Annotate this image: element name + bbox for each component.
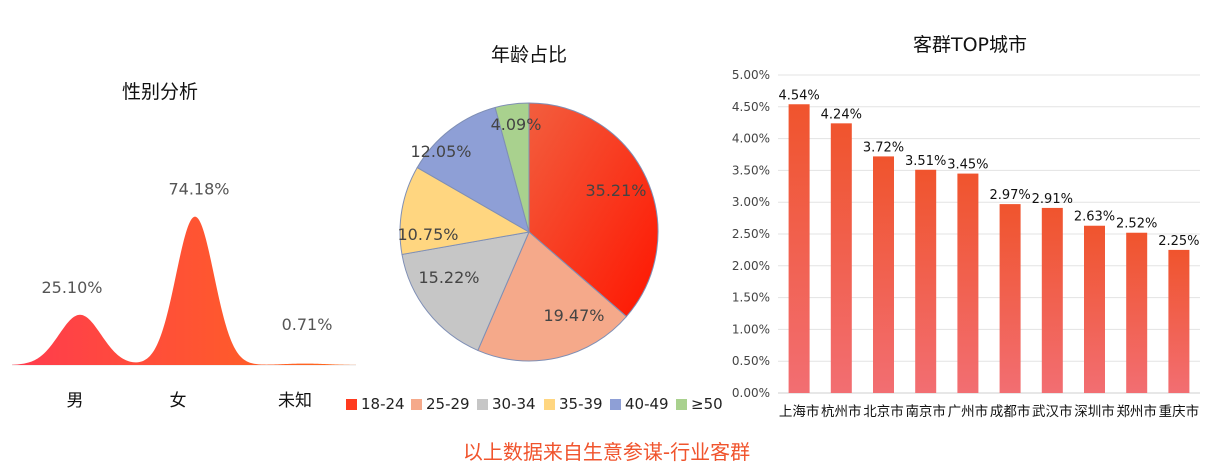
gender-category-label: 男: [67, 391, 84, 411]
city-chart-title: 客群TOP城市: [913, 34, 1027, 56]
gender-value-label: 74.18%: [168, 180, 229, 199]
legend-swatch: [676, 399, 687, 410]
x-tick-label: 南京市: [905, 403, 946, 420]
x-tick-label: 重庆市: [1159, 403, 1200, 420]
bar-value-label: 2.97%: [989, 188, 1030, 203]
pie-slice-30-34: [401, 231, 530, 352]
gender-chart: 性别分析 25.10% 男 74.18% 女 0.71% 未知: [12, 81, 356, 411]
y-tick-label: 4.00%: [732, 132, 770, 146]
pie-slice-label: 4.09%: [491, 115, 542, 134]
bar-郑州市: [1126, 232, 1148, 393]
gender-category-label: 女: [170, 391, 187, 411]
gender-chart-title: 性别分析: [122, 81, 198, 103]
legend-swatch: [610, 399, 621, 410]
legend-label: 40-49: [625, 395, 669, 413]
bar-value-label: 2.25%: [1158, 234, 1199, 249]
bar-value-label: 4.24%: [821, 107, 862, 122]
bar-value-label: 2.52%: [1116, 217, 1157, 232]
legend-label: ≥50: [691, 395, 723, 413]
x-tick-label: 广州市: [948, 403, 989, 420]
pie-slice-label: 35.21%: [585, 181, 646, 200]
legend-swatch: [346, 399, 357, 410]
x-tick-label: 杭州市: [821, 403, 862, 420]
bar-value-label: 3.72%: [863, 140, 904, 155]
x-tick-label: 成都市: [990, 403, 1031, 420]
pie-slice-label: 19.47%: [543, 306, 604, 325]
legend-label: 35-39: [559, 395, 603, 413]
bar-武汉市: [1041, 207, 1063, 393]
pie-slice-≥50: [494, 102, 530, 233]
pie-slice-label: 15.22%: [418, 268, 479, 287]
y-tick-label: 0.00%: [732, 386, 770, 400]
x-tick-label: 北京市: [863, 403, 904, 420]
y-tick-label: 3.50%: [732, 163, 770, 177]
bar-广州市: [957, 173, 979, 393]
legend-swatch: [411, 399, 422, 410]
bar-北京市: [873, 156, 894, 393]
legend-label: 18-24: [361, 395, 405, 413]
bar-重庆市: [1168, 249, 1190, 393]
bar-深圳市: [1084, 225, 1105, 393]
pie-slice-35-39: [399, 166, 531, 256]
bar-value-label: 2.63%: [1074, 210, 1115, 225]
legend-swatch: [477, 399, 488, 410]
x-tick-label: 深圳市: [1074, 403, 1115, 420]
bar-value-label: 3.51%: [905, 154, 946, 169]
y-tick-label: 2.00%: [732, 259, 770, 273]
pie-slice-label: 12.05%: [410, 142, 471, 161]
x-tick-label: 武汉市: [1032, 403, 1073, 420]
bar-杭州市: [830, 123, 852, 393]
gender-value-label: 25.10%: [41, 278, 102, 297]
age-chart: 年龄占比 35.21% 19.47% 15.22% 10.75% 12.05% 4.09%…: [346, 44, 723, 413]
legend-label: 30-34: [492, 395, 536, 413]
y-tick-label: 3.00%: [732, 195, 770, 209]
y-tick-label: 2.50%: [732, 227, 770, 241]
pie-slice-40-49: [416, 106, 530, 234]
age-chart-title: 年龄占比: [491, 44, 567, 66]
bar-value-label: 3.45%: [947, 158, 988, 173]
pie-slice-label: 10.75%: [397, 225, 458, 244]
y-tick-label: 1.50%: [732, 291, 770, 305]
pie-slice-18-24: [528, 102, 659, 318]
gender-category-label: 未知: [278, 391, 312, 411]
y-tick-label: 0.50%: [732, 354, 770, 368]
legend-label: 25-29: [426, 395, 470, 413]
bar-成都市: [999, 204, 1021, 393]
bar-value-label: 4.54%: [778, 88, 819, 103]
y-tick-label: 4.50%: [732, 100, 770, 114]
gender-value-label: 0.71%: [282, 315, 333, 334]
y-tick-label: 1.00%: [732, 322, 770, 336]
pie-slice-25-29: [477, 231, 628, 362]
legend-swatch: [544, 399, 555, 410]
data-source-note: 以上数据来自生意参谋-行业客群: [462, 440, 751, 464]
bar-value-label: 2.91%: [1032, 192, 1073, 207]
x-tick-label: 郑州市: [1116, 403, 1157, 420]
y-tick-label: 5.00%: [732, 68, 770, 82]
city-chart: 客群TOP城市 0.00% 0.50% 1.00% 1.50% 2.00% 2.50% 3.…: [732, 34, 1200, 420]
bar-上海市: [788, 104, 810, 393]
x-tick-label: 上海市: [779, 403, 820, 420]
bar-南京市: [915, 169, 937, 393]
gender-area: [12, 216, 356, 365]
